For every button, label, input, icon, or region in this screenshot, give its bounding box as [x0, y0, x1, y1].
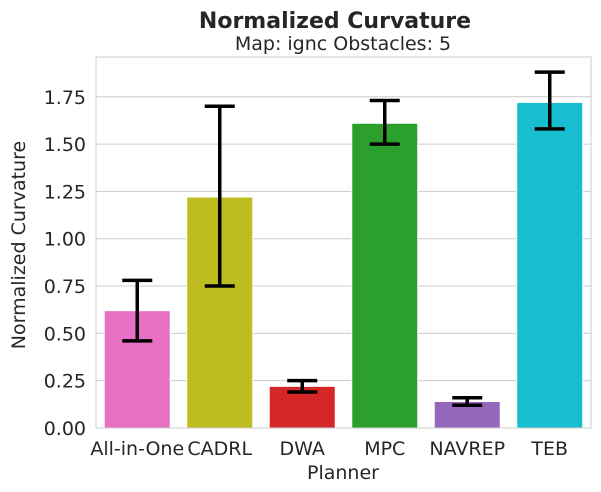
- y-tick-label: 1.00: [44, 229, 86, 251]
- y-tick-label: 0.25: [44, 371, 86, 393]
- chart-subtitle: Map: ignc Obstacles: 5: [235, 33, 451, 55]
- y-tick-label: 0.75: [44, 276, 86, 298]
- x-tick-label: DWA: [280, 438, 325, 460]
- x-tick-label: NAVREP: [429, 438, 505, 460]
- y-tick-label: 1.50: [44, 134, 86, 156]
- y-tick-label: 0.00: [44, 418, 86, 440]
- error-bar: [287, 378, 318, 394]
- y-axis-label: Normalized Curvature: [8, 141, 30, 349]
- y-gridlines: [96, 96, 591, 429]
- x-tick-label: All-in-One: [90, 438, 184, 460]
- chart-title: Normalized Curvature: [199, 9, 471, 34]
- error-bar: [122, 278, 153, 343]
- error-bar: [369, 98, 400, 146]
- y-tick-label: 1.25: [44, 181, 86, 203]
- y-tick-label: 0.50: [44, 323, 86, 345]
- bar-teb: [516, 101, 584, 429]
- error-bar: [204, 104, 235, 288]
- error-bars: [122, 70, 565, 408]
- y-tick-labels: 0.00 0.25 0.50 0.75 1.00 1.25 1.50 1.75: [44, 87, 86, 440]
- x-tick-labels: All-in-One CADRL DWA MPC NAVREP TEB: [90, 438, 568, 460]
- y-tick-label: 1.75: [44, 87, 86, 109]
- plot-frame: [95, 56, 592, 429]
- x-tick-label: MPC: [364, 438, 405, 460]
- bars: [103, 101, 584, 429]
- error-bar: [452, 395, 483, 408]
- x-axis-label: Planner: [307, 462, 379, 484]
- x-tick-label: TEB: [530, 438, 568, 460]
- error-bar: [534, 70, 565, 131]
- bar-mpc: [351, 122, 419, 429]
- x-tick-label: CADRL: [187, 438, 252, 460]
